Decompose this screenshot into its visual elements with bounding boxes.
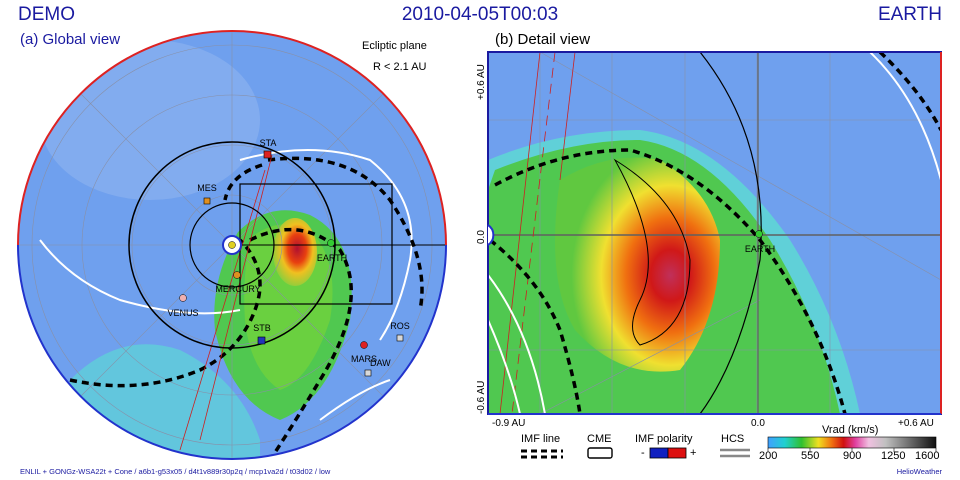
venus-label: VENUS	[167, 308, 198, 318]
legend-imf-polarity: IMF polarity	[635, 433, 693, 445]
ecliptic-plane-label: Ecliptic plane	[362, 40, 427, 52]
legend-polarity-minus: -	[641, 447, 645, 459]
colorbar-tick-900: 900	[843, 450, 862, 462]
legend-cme: CME	[587, 433, 612, 445]
sta-label: STA	[260, 138, 277, 148]
daw-marker	[364, 369, 372, 377]
ros-label: ROS	[390, 321, 410, 331]
mars-label: MARS	[351, 354, 377, 364]
stb-label: STB	[253, 323, 271, 333]
ros-marker	[396, 334, 404, 342]
legend-hcs: HCS	[721, 433, 745, 445]
mes-label: MES	[197, 183, 217, 193]
velocity-colorbar	[767, 436, 937, 449]
x-tick-left: -0.9 AU	[492, 418, 526, 429]
x-tick-mid: 0.0	[751, 418, 765, 429]
mercury-label: MERCURY	[215, 284, 260, 294]
sta-marker	[263, 150, 272, 159]
colorbar-title: Vrad (km/s)	[822, 424, 879, 436]
stb-marker	[257, 336, 266, 345]
panel-a-title: (a) Global view	[20, 31, 121, 48]
colorbar-tick-1250: 1250	[881, 450, 906, 462]
header-left-label: DEMO	[18, 4, 75, 25]
mars-marker	[360, 341, 368, 349]
footer-model-info: ENLIL + GONGz-WSA22t + Cone / a6b1-g53x0…	[20, 467, 331, 476]
x-tick-right: +0.6 AU	[898, 418, 934, 429]
earth-marker	[327, 239, 335, 247]
radius-label: R < 2.1 AU	[373, 61, 427, 73]
colorbar-tick-550: 550	[801, 450, 820, 462]
y-tick-mid: 0.0	[476, 230, 487, 244]
y-tick-top: +0.6 AU	[476, 64, 487, 100]
mes-marker	[203, 197, 211, 205]
mercury-marker	[233, 271, 241, 279]
detail-earth-marker	[755, 230, 763, 238]
y-tick-bottom: -0.6 AU	[476, 380, 487, 414]
daw-label: DAW	[370, 358, 391, 368]
detail-view-map	[488, 52, 941, 414]
panel-b-title: (b) Detail view	[495, 31, 591, 48]
header-timestamp: 2010-04-05T00:03	[401, 4, 559, 25]
earth-label: EARTH	[317, 253, 347, 263]
header-right-label: EARTH	[877, 4, 942, 25]
detail-earth-label: EARTH	[745, 244, 775, 254]
colorbar-tick-200: 200	[759, 450, 778, 462]
venus-marker	[179, 294, 187, 302]
legend-imf-line: IMF line	[521, 433, 561, 445]
footer-brand: HelioWeather	[896, 467, 942, 476]
colorbar-tick-1600: 1600	[915, 450, 940, 462]
legend-polarity-plus: +	[690, 447, 697, 459]
